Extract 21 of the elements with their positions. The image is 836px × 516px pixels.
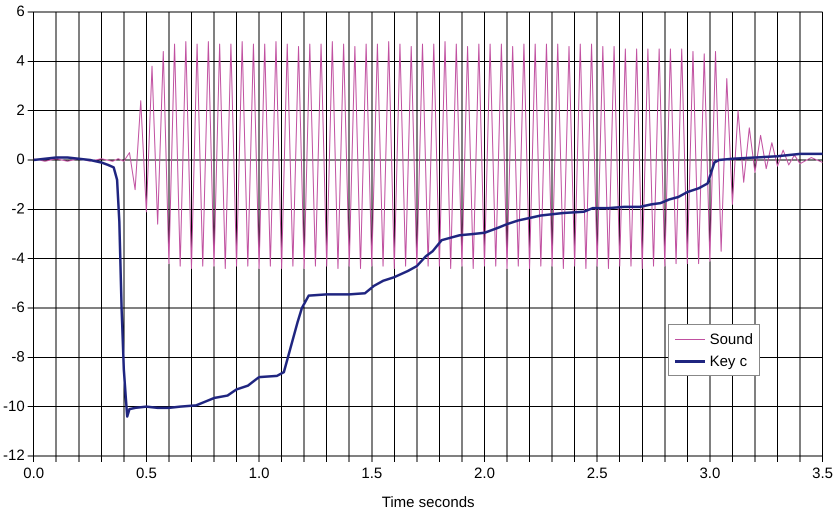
x-tick-label: 1.0 [248,465,270,482]
legend-label: Sound [710,330,753,348]
y-tick-label: -6 [11,299,25,316]
y-tick-label: 2 [16,102,25,119]
x-tick-label: 2.0 [474,465,495,482]
x-tick-label: 0.5 [136,465,157,482]
legend-label: Key c [710,352,748,370]
x-tick-label: 1.5 [361,465,382,482]
y-tick-label: 6 [16,3,25,20]
x-tick-label: 3.0 [699,465,720,482]
x-tick-label: 3.5 [812,465,834,482]
y-tick-label: -10 [2,398,25,415]
x-tick-label: 0.0 [23,465,44,482]
y-tick-label: 4 [16,52,25,70]
y-tick-label: -8 [11,348,25,366]
x-tick-label: 2.5 [586,465,608,482]
y-tick-label: 0 [16,151,25,168]
y-tick-label: -2 [11,200,25,218]
y-tick-label: -12 [2,447,25,464]
x-axis-title: Time seconds [382,494,475,512]
y-tick-label: -4 [11,250,25,267]
